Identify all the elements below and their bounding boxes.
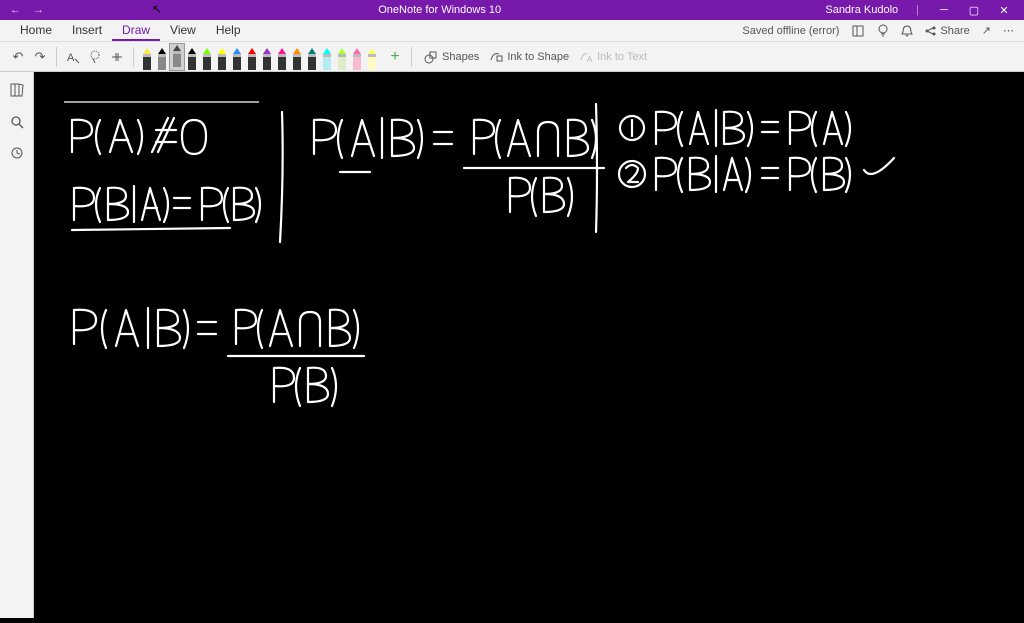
share-button[interactable]: Share: [925, 25, 969, 37]
pen-tool-11[interactable]: [305, 48, 319, 70]
tab-help[interactable]: Help: [206, 21, 251, 41]
tab-view[interactable]: View: [160, 21, 206, 41]
notebooks-icon[interactable]: [9, 82, 25, 101]
pen-tool-1[interactable]: [155, 48, 169, 70]
pen-tool-8[interactable]: [260, 48, 274, 70]
pen-tool-6[interactable]: [230, 48, 244, 70]
pen-tool-7[interactable]: [245, 48, 259, 70]
insert-space-tool[interactable]: [107, 47, 127, 67]
pen-tool-0[interactable]: [140, 48, 154, 70]
sidebar: [0, 72, 34, 618]
ink-to-text-button: A Ink to Text: [579, 50, 647, 64]
pen-tool-4[interactable]: [200, 48, 214, 70]
svg-text:A: A: [587, 55, 593, 64]
pen-tool-15[interactable]: [365, 48, 379, 70]
svg-text:A: A: [67, 52, 75, 64]
add-pen-button[interactable]: +: [385, 47, 405, 67]
close-button[interactable]: ✕: [989, 0, 1019, 20]
pen-tool-9[interactable]: [275, 48, 289, 70]
user-name[interactable]: Sandra Kudolo: [825, 4, 906, 16]
tab-insert[interactable]: Insert: [62, 21, 112, 41]
pen-tool-2[interactable]: [170, 44, 184, 70]
pen-tool-13[interactable]: [335, 48, 349, 70]
fullpage-icon[interactable]: [851, 24, 865, 38]
back-button[interactable]: ←: [10, 4, 21, 16]
save-status: Saved offline (error): [742, 25, 839, 37]
drawing-canvas[interactable]: [34, 72, 1024, 618]
minimize-button[interactable]: ─: [929, 0, 959, 20]
pen-tool-3[interactable]: [185, 48, 199, 70]
redo-button[interactable]: ↷: [30, 47, 50, 67]
recent-icon[interactable]: [10, 146, 24, 163]
shapes-button[interactable]: Shapes: [424, 50, 479, 64]
search-icon[interactable]: [10, 115, 24, 132]
pen-tool-10[interactable]: [290, 48, 304, 70]
tab-home[interactable]: Home: [10, 21, 62, 41]
menubar: Home Insert Draw View Help ↖ Saved offli…: [0, 20, 1024, 42]
lasso-tool[interactable]: [85, 47, 105, 67]
text-select-tool[interactable]: A: [63, 47, 83, 67]
more-icon[interactable]: ⋯: [1003, 24, 1014, 37]
lightbulb-icon[interactable]: [877, 24, 889, 38]
pen-tool-14[interactable]: [350, 48, 364, 70]
draw-toolbar: ↶ ↷ A: [0, 42, 1024, 72]
forward-button[interactable]: →: [33, 4, 44, 16]
notification-icon[interactable]: [901, 24, 913, 38]
mouse-cursor: ↖: [152, 2, 162, 16]
undo-button[interactable]: ↶: [8, 47, 28, 67]
pen-palette: [140, 44, 379, 70]
fullscreen-icon[interactable]: ↗: [982, 24, 991, 37]
app-title: OneNote for Windows 10: [54, 4, 825, 16]
pen-tool-5[interactable]: [215, 48, 229, 70]
maximize-button[interactable]: ▢: [959, 0, 989, 20]
tab-draw[interactable]: Draw: [112, 21, 160, 41]
ink-to-shape-button[interactable]: Ink to Shape: [489, 50, 569, 64]
pen-tool-12[interactable]: [320, 48, 334, 70]
